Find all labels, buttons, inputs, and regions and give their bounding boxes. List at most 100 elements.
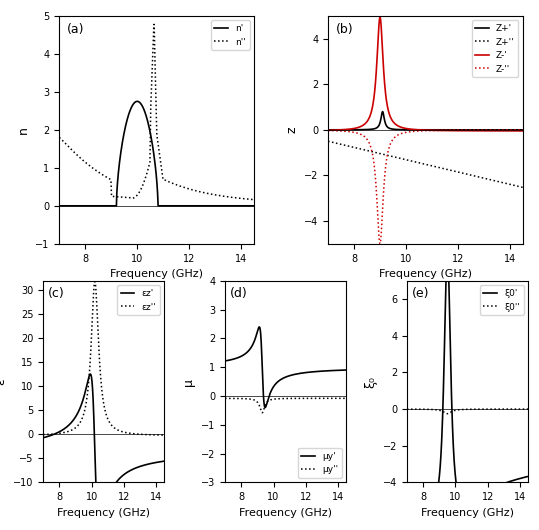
Text: (e): (e) xyxy=(412,287,429,300)
Z+'' xyxy=(345,143,351,149)
ξ0' xyxy=(501,480,507,487)
εz'' xyxy=(52,430,59,437)
X-axis label: Frequency (GHz): Frequency (GHz) xyxy=(379,269,472,279)
μy'' xyxy=(222,395,229,402)
Line: εz'': εz'' xyxy=(43,281,164,435)
εz' xyxy=(93,501,100,507)
ξ0' xyxy=(453,480,459,487)
n'' xyxy=(212,192,218,198)
ξ0'' xyxy=(404,406,410,412)
n' xyxy=(212,202,218,209)
μy'' xyxy=(271,396,278,402)
μy'' xyxy=(259,410,265,416)
εz'' xyxy=(137,431,143,437)
ξ0'' xyxy=(444,411,451,417)
Line: n'': n'' xyxy=(59,24,254,200)
μy' xyxy=(275,378,282,384)
Y-axis label: n: n xyxy=(17,126,30,134)
εz'' xyxy=(89,319,95,325)
Line: Z+': Z+' xyxy=(328,112,523,130)
ξ0'' xyxy=(525,406,531,412)
εz' xyxy=(40,435,46,441)
Y-axis label: z: z xyxy=(286,127,299,133)
Z+' xyxy=(459,127,465,133)
n' xyxy=(190,202,196,209)
μy' xyxy=(271,382,278,388)
μy'' xyxy=(343,395,350,402)
n'' xyxy=(251,197,257,203)
Z-' xyxy=(325,127,331,134)
n'' xyxy=(135,191,141,197)
ξ0'' xyxy=(416,406,423,412)
Y-axis label: ε: ε xyxy=(0,378,8,385)
X-axis label: Frequency (GHz): Frequency (GHz) xyxy=(57,508,150,518)
ξ0'' xyxy=(453,407,459,413)
n' xyxy=(142,110,149,116)
n' xyxy=(251,202,257,209)
Line: ξ0': ξ0' xyxy=(407,248,528,502)
Line: Z-': Z-' xyxy=(328,17,523,131)
μy'' xyxy=(316,395,323,402)
Legend: n', n'': n', n'' xyxy=(211,21,250,50)
Z-' xyxy=(411,126,417,132)
εz'' xyxy=(123,429,130,436)
n'' xyxy=(208,191,215,197)
Z-'' xyxy=(411,128,417,135)
ξ0'' xyxy=(457,407,464,413)
Line: εz': εz' xyxy=(43,374,164,528)
μy' xyxy=(316,368,323,375)
n'' xyxy=(190,187,196,193)
Z+' xyxy=(411,127,417,133)
Legend: μy', μy'': μy', μy'' xyxy=(298,448,342,478)
Z+'' xyxy=(480,175,487,181)
Line: μy': μy' xyxy=(225,327,347,408)
n' xyxy=(134,98,141,104)
Z+'' xyxy=(459,170,465,176)
εz' xyxy=(89,382,95,388)
Z-' xyxy=(520,128,526,134)
Legend: Z+', Z+'', Z-', Z-'': Z+', Z+'', Z-', Z-'' xyxy=(472,21,519,77)
X-axis label: Frequency (GHz): Frequency (GHz) xyxy=(110,269,203,279)
μy' xyxy=(319,368,325,374)
Z+' xyxy=(379,109,386,115)
εz' xyxy=(137,463,143,470)
Z+'' xyxy=(411,158,417,165)
Z+' xyxy=(345,127,351,133)
n'' xyxy=(76,154,82,160)
μy' xyxy=(234,355,240,361)
Line: μy'': μy'' xyxy=(225,399,347,413)
Y-axis label: μ: μ xyxy=(182,378,195,385)
Z+'' xyxy=(325,138,331,144)
Z-'' xyxy=(377,241,383,247)
n'' xyxy=(56,134,63,140)
Line: Z+'': Z+'' xyxy=(328,141,523,188)
Text: (c): (c) xyxy=(48,287,65,300)
n' xyxy=(56,202,63,209)
Text: (a): (a) xyxy=(67,23,85,36)
ξ0' xyxy=(427,499,433,505)
Z-' xyxy=(377,14,383,20)
Z-'' xyxy=(325,127,331,134)
μy'' xyxy=(305,395,312,402)
Z+' xyxy=(325,127,331,133)
Legend: ξ0', ξ0'': ξ0', ξ0'' xyxy=(480,286,524,315)
Line: Z-'': Z-'' xyxy=(328,130,523,244)
μy'' xyxy=(319,395,325,402)
Z+' xyxy=(520,127,526,133)
Z+'' xyxy=(520,184,526,191)
ξ0'' xyxy=(501,406,507,412)
εz' xyxy=(52,430,59,437)
εz'' xyxy=(92,278,98,285)
Z-'' xyxy=(459,127,465,133)
μy' xyxy=(305,369,312,375)
εz' xyxy=(123,470,130,476)
Z-' xyxy=(477,128,483,134)
Z+' xyxy=(404,127,410,133)
X-axis label: Frequency (GHz): Frequency (GHz) xyxy=(239,508,332,518)
n' xyxy=(76,202,82,209)
Z-' xyxy=(480,128,487,134)
εz' xyxy=(87,371,94,377)
Z-'' xyxy=(404,129,410,135)
Z+' xyxy=(480,127,487,133)
μy' xyxy=(256,324,262,330)
